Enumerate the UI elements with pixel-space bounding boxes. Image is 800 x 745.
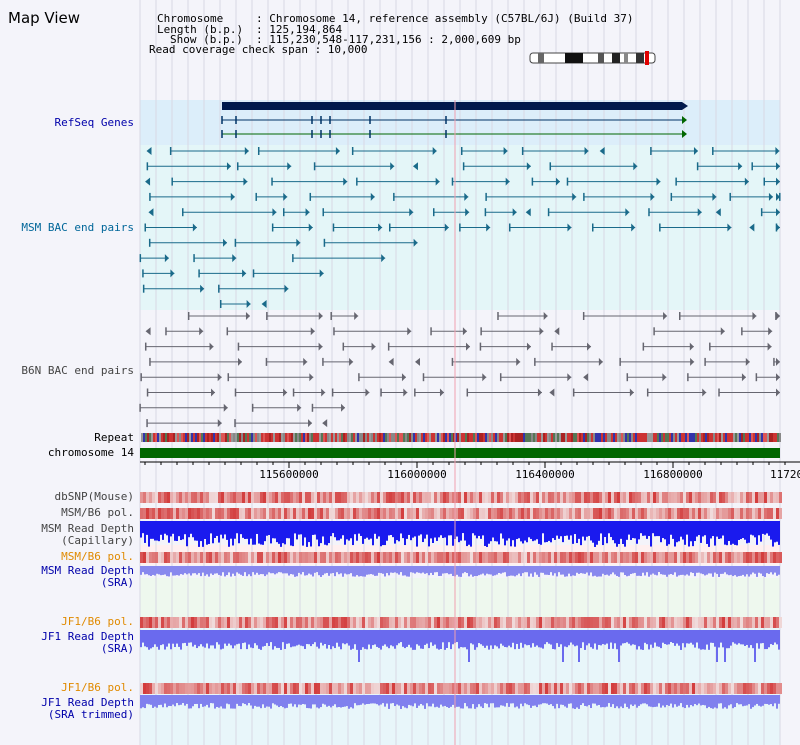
track-label-jf1-depth-trimmed[interactable]: JF1 Read Depth [41,696,134,709]
coverage-span-text: Read coverage check span : 10,000 [149,43,368,56]
page-title: Map View [8,9,80,27]
track-label-jf1-depth-trimmed-sub: (SRA trimmed) [48,708,134,721]
track-label-msm-depth-capillary[interactable]: MSM Read Depth [41,522,134,535]
axis-tick-label-5: 11720 [770,468,800,481]
length-value: : 125,194,864 [256,23,342,36]
track-label-msm-depth-sra-sub: (SRA) [101,576,134,589]
track-label-dbsnp[interactable]: dbSNP(Mouse) [55,490,134,503]
jf1-read-depth-trimmed-track[interactable] [140,695,780,709]
track-label-chromosome[interactable]: chromosome 14 [48,446,134,459]
track-label-msm-bac[interactable]: MSM BAC end pairs [21,221,134,234]
dbsnp-track[interactable] [140,492,782,503]
msm-read-depth-sra-track[interactable] [140,566,780,577]
jf1-pol-track-2[interactable] [140,683,782,694]
track-label-msm-pol-1[interactable]: MSM/B6 pol. [61,506,134,519]
gene-direction-arrow [682,102,688,110]
view-position-marker [645,51,649,65]
track-label-jf1-depth-sra-sub: (SRA) [101,642,134,655]
track-label-jf1-pol-1[interactable]: JF1/B6 pol. [61,615,134,628]
axis-tick-label-3: 116400000 [515,468,575,481]
chromosome-bar[interactable] [140,448,780,458]
refseq-genes-track[interactable] [221,102,688,138]
axis-tick-label-1: 115600000 [259,468,319,481]
repeat-track[interactable] [141,433,781,442]
chromosome-info: Chromosome : Chromosome 14, reference as… [149,12,634,56]
axis-tick-label-2: 116000000 [387,468,447,481]
chromosome-label: Chromosome [157,12,223,25]
track-label-refseq[interactable]: RefSeq Genes [55,116,134,129]
position-axis: 115600000 116000000 116400000 116800000 … [140,461,800,481]
show-label: Show (b.p.) [170,33,243,46]
track-label-repeat[interactable]: Repeat [94,431,134,444]
axis-tick-label-4: 116800000 [643,468,703,481]
msm-read-depth-capillary-track[interactable] [140,521,780,547]
msm-pol-track-1[interactable] [140,508,782,519]
msm-bac-end-pairs-track[interactable] [139,147,781,308]
track-label-jf1-depth-sra[interactable]: JF1 Read Depth [41,630,134,643]
b6n-bac-end-pairs-track[interactable] [139,312,780,428]
track-label-jf1-pol-2[interactable]: JF1/B6 pol. [61,681,134,694]
length-label: Length (b.p.) [157,23,243,36]
jf1-pol-track-1[interactable] [140,617,782,628]
track-label-msm-pol-2[interactable]: MSM/B6 pol. [61,550,134,563]
track-label-msm-depth-capillary-sub: (Capillary) [61,534,134,547]
chromosome-ideogram[interactable] [529,51,656,65]
chromosome-value: : Chromosome 14, reference assembly (C57… [256,12,634,25]
track-label-msm-depth-sra[interactable]: MSM Read Depth [41,564,134,577]
show-value: : 115,230,548-117,231,156 : 2,000,609 bp [256,33,521,46]
jf1-read-depth-sra-track[interactable] [140,630,780,662]
track-label-b6n-bac[interactable]: B6N BAC end pairs [21,364,134,377]
msm-pol-track-2[interactable] [140,552,782,563]
track-labels: RefSeq Genes MSM BAC end pairs B6N BAC e… [21,116,134,721]
gene-span-bar[interactable] [222,102,682,110]
